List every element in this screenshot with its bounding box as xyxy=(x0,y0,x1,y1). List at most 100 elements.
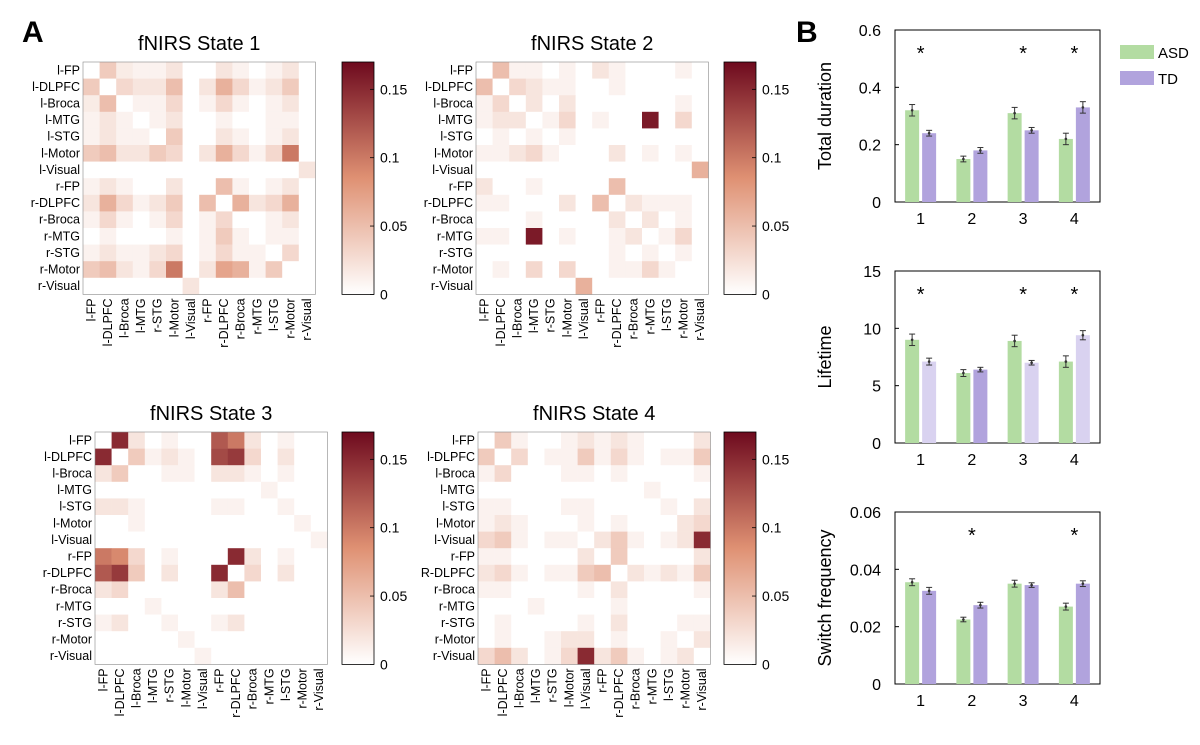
x-tick-label: 4 xyxy=(1070,452,1079,469)
heatmap-cell xyxy=(194,531,212,549)
heatmap-cell xyxy=(511,481,529,499)
colorbar xyxy=(341,431,375,665)
heatmap-cell xyxy=(149,95,167,113)
panel-label-a: A xyxy=(22,16,44,49)
mean-dot xyxy=(1013,582,1016,585)
heatmap-cell xyxy=(215,111,233,129)
heatmap-cell xyxy=(95,432,112,449)
heatmap-cell xyxy=(691,145,709,162)
heatmap-cell xyxy=(610,498,628,516)
heatmap-cell xyxy=(660,564,678,582)
heatmap-cell xyxy=(575,194,593,212)
heatmap-col-label: l-DLPFC xyxy=(494,298,508,346)
heatmap-cell xyxy=(144,481,162,499)
heatmap-col-label: l-Motor xyxy=(562,668,576,707)
heatmap-cell xyxy=(511,631,529,649)
heatmap-cell xyxy=(625,145,643,162)
heatmap-cell xyxy=(610,548,628,566)
heatmap-col-label: l-MTG xyxy=(529,668,543,703)
heatmap-cell xyxy=(298,145,316,162)
heatmap-cell xyxy=(199,161,217,179)
heatmap-cell xyxy=(675,78,693,96)
heatmap-cell xyxy=(559,277,576,295)
heatmap-cell xyxy=(194,548,212,566)
heatmap-cell xyxy=(199,277,217,295)
heatmap-cell xyxy=(594,498,612,516)
heatmap-row-label: r-Broca xyxy=(51,583,92,597)
heatmap-cell xyxy=(294,498,312,516)
heatmap-cell xyxy=(494,498,512,516)
heatmap-cell xyxy=(310,515,328,532)
heatmap-cell xyxy=(249,277,266,295)
heatmap-cell xyxy=(298,261,316,279)
heatmap-cell xyxy=(310,465,328,483)
heatmap-cell xyxy=(178,598,195,615)
heatmap-col-label: r-Broca xyxy=(234,298,248,339)
heatmap-cell xyxy=(494,531,512,549)
heatmap-cell xyxy=(511,432,529,449)
heatmap-cell xyxy=(83,211,100,229)
heatmap-cell xyxy=(527,548,545,566)
heatmap-cell xyxy=(83,261,100,279)
heatmap-cell xyxy=(575,78,593,96)
heatmap-cell xyxy=(194,448,212,466)
heatmap-col-label: r-FP xyxy=(594,298,608,322)
heatmap-cell xyxy=(182,277,200,295)
heatmap-cell xyxy=(527,432,545,449)
heatmap-row-label: l-FP xyxy=(69,433,92,447)
heatmap-cell xyxy=(166,194,183,212)
heatmap-col-label: l-DLPFC xyxy=(496,668,510,716)
heatmap-cell xyxy=(244,614,262,632)
mean-dot xyxy=(910,580,914,584)
heatmap-cell xyxy=(178,631,195,649)
heatmap-cell xyxy=(594,481,612,499)
heatmap-row-label: l-MTG xyxy=(57,483,92,497)
heatmap-cell xyxy=(644,465,661,483)
heatmap-cell xyxy=(691,128,709,146)
heatmap-cell xyxy=(592,78,610,96)
heatmap-row-label: r-DLPFC xyxy=(43,566,92,580)
heatmap-col-label: r-FP xyxy=(596,668,610,692)
heatmap-cell xyxy=(644,515,661,532)
heatmap-cell xyxy=(116,228,134,245)
heatmap-cell xyxy=(577,448,595,466)
heatmap-cell xyxy=(658,78,676,96)
x-tick-label: 1 xyxy=(916,693,925,710)
y-axis-label: Switch frequency xyxy=(815,529,835,666)
heatmap-cell xyxy=(642,111,659,129)
heatmap-cell xyxy=(627,581,645,599)
heatmap-cell xyxy=(128,614,146,632)
heatmap-cell xyxy=(542,211,560,229)
heatmap-col-label: r-DLPFC xyxy=(612,668,626,717)
heatmap-cell xyxy=(99,194,117,212)
heatmap-cell xyxy=(128,432,146,449)
heatmap-cell xyxy=(232,228,250,245)
heatmap-row-label: l-Broca xyxy=(40,97,80,111)
heatmap-cell xyxy=(83,178,100,196)
colorbar-tick-label: 0.05 xyxy=(762,588,789,604)
heatmap-cell xyxy=(249,211,266,229)
heatmap-col-label: l-STG xyxy=(660,298,674,331)
heatmap-cell xyxy=(161,581,179,599)
bar-asd xyxy=(1007,583,1022,684)
heatmap-cell xyxy=(575,111,593,129)
heatmap-cell xyxy=(116,145,134,162)
heatmap-cell xyxy=(83,277,100,295)
heatmap-cell xyxy=(511,614,529,632)
y-tick-label: 0.06 xyxy=(850,505,881,522)
heatmap-cell xyxy=(111,498,129,516)
heatmap-row-label: l-Broca xyxy=(52,467,92,481)
y-tick-label: 0.02 xyxy=(850,620,881,637)
heatmap-cell xyxy=(294,465,312,483)
heatmap-cell xyxy=(561,564,578,582)
heatmap-cell xyxy=(511,581,529,599)
heatmap-cell xyxy=(525,277,543,295)
significance-marker: * xyxy=(1019,284,1027,306)
heatmap-cell xyxy=(232,62,250,79)
heatmap-cell xyxy=(265,78,283,96)
heatmap-cell xyxy=(199,261,217,279)
plot-frame xyxy=(894,29,1101,203)
heatmap-cell xyxy=(660,581,678,599)
heatmap-cell xyxy=(527,614,545,632)
heatmap-cell xyxy=(232,78,250,96)
